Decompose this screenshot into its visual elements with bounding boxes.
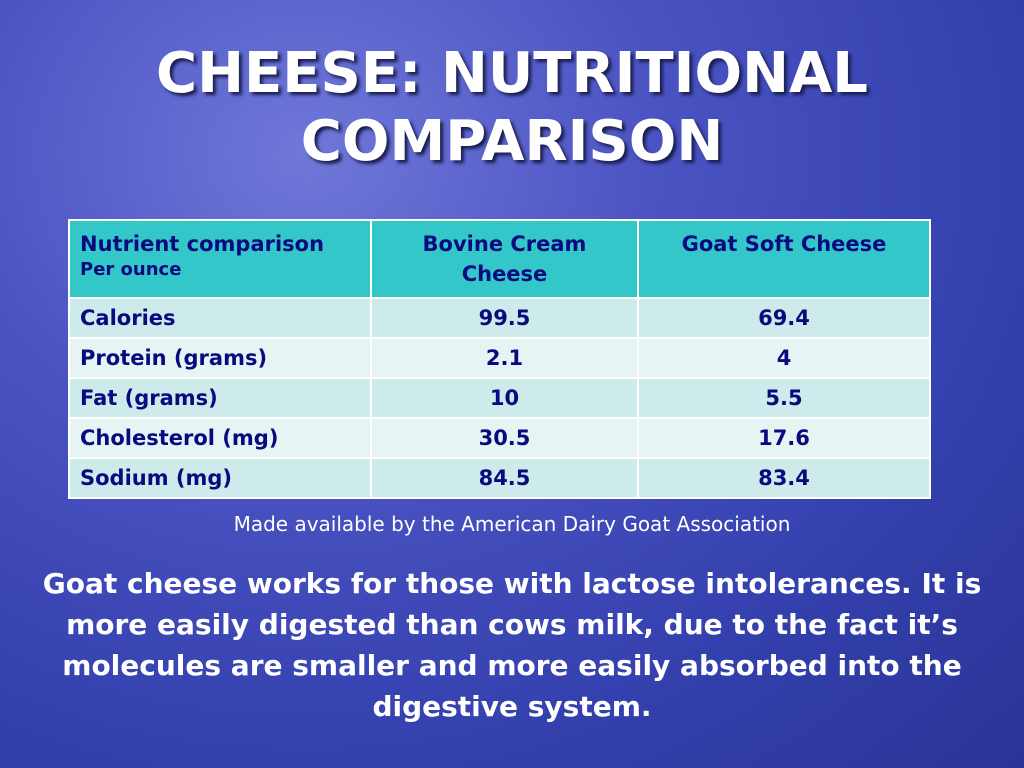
table-row: Calories 99.5 69.4 — [68, 297, 931, 339]
value-cell: 2.1 — [370, 337, 639, 379]
table-row: Fat (grams) 10 5.5 — [68, 377, 931, 419]
nutrient-cell: Fat (grams) — [68, 377, 372, 419]
nutrient-cell: Cholesterol (mg) — [68, 417, 372, 459]
value-cell: 30.5 — [370, 417, 639, 459]
header-goat: Goat Soft Cheese — [637, 219, 931, 299]
source-note: Made available by the American Dairy Goa… — [233, 512, 791, 536]
table-row: Cholesterol (mg) 30.5 17.6 — [68, 417, 931, 459]
table-header-row: Nutrient comparison Per ounce Bovine Crea… — [68, 219, 931, 299]
table-row: Sodium (mg) 84.5 83.4 — [68, 457, 931, 499]
body-text: Goat cheese works for those with lactose… — [42, 567, 982, 723]
value-cell: 4 — [637, 337, 931, 379]
nutrient-cell: Protein (grams) — [68, 337, 372, 379]
nutrient-cell: Sodium (mg) — [68, 457, 372, 499]
value-cell: 17.6 — [637, 417, 931, 459]
header-label: Nutrient comparison — [80, 232, 325, 256]
value-cell: 10 — [370, 377, 639, 419]
nutrient-cell: Calories — [68, 297, 372, 339]
value-cell: 83.4 — [637, 457, 931, 499]
table-row: Protein (grams) 2.1 4 — [68, 337, 931, 379]
header-sub: Per ounce — [80, 259, 182, 280]
header-bovine: Bovine Cream Cheese — [370, 219, 639, 299]
header-nutrient: Nutrient comparison Per ounce — [68, 219, 372, 299]
value-cell: 69.4 — [637, 297, 931, 339]
value-cell: 99.5 — [370, 297, 639, 339]
value-cell: 5.5 — [637, 377, 931, 419]
nutrition-table: Nutrient comparison Per ounce Bovine Crea… — [68, 219, 931, 499]
value-cell: 84.5 — [370, 457, 639, 499]
slide-title: CHEESE: NUTRITIONAL COMPARISON — [156, 41, 868, 174]
